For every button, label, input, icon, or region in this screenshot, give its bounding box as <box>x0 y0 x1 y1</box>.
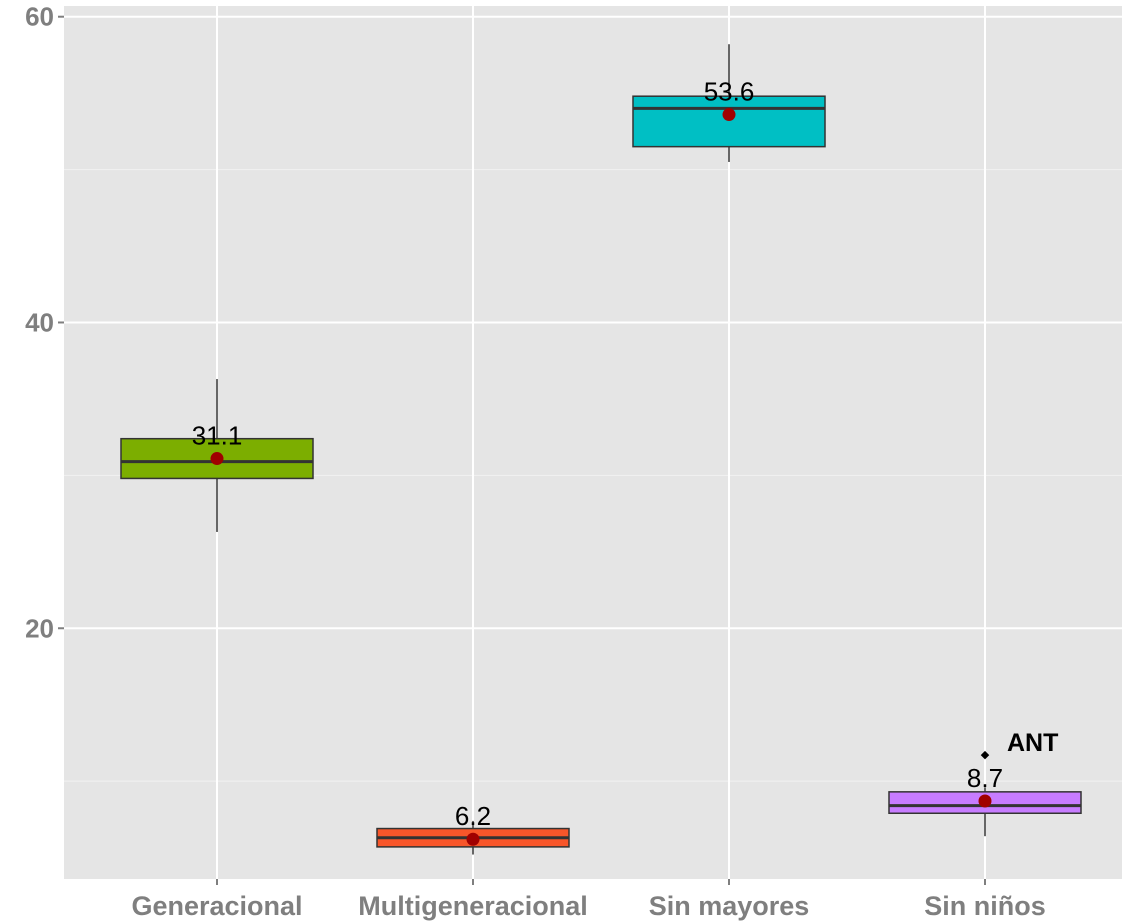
x-tick-label: Multigeneracional <box>358 891 588 921</box>
outlier-label: ANT <box>1007 729 1058 757</box>
mean-label: 31.1 <box>192 421 243 451</box>
box-group: 53.6 <box>632 44 826 162</box>
y-tick-label: 60 <box>25 2 54 32</box>
outlier-point <box>980 750 990 760</box>
x-tick-label: Sin niños <box>924 891 1046 921</box>
box-group: 31.1 <box>120 379 314 532</box>
mean-point <box>722 108 736 122</box>
box-group: 6.2 <box>376 801 570 855</box>
y-axis: 20 40 60 <box>25 2 64 643</box>
y-tick-label: 40 <box>25 307 54 337</box>
mean-label: 8.7 <box>967 763 1003 793</box>
x-tick-label: Sin mayores <box>649 891 810 921</box>
x-axis: Generacional Multigeneracional Sin mayores… <box>131 879 1046 921</box>
mean-point <box>210 452 224 466</box>
y-tick-label: 20 <box>25 613 54 643</box>
mean-label: 6.2 <box>455 801 491 831</box>
x-tick-label: Generacional <box>131 891 302 921</box>
mean-label: 53.6 <box>704 77 755 107</box>
box <box>632 95 826 148</box>
mean-point <box>978 794 992 808</box>
mean-point <box>466 832 480 846</box>
